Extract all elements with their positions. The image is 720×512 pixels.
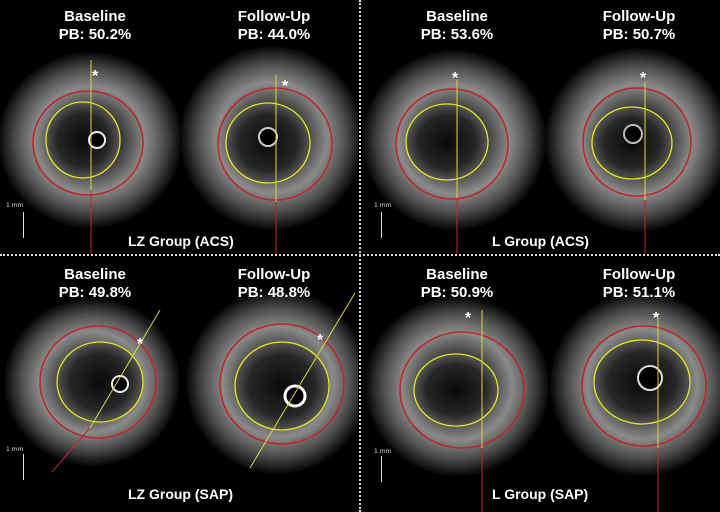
- scale-label: 1 mm: [6, 202, 24, 209]
- eem-right: [582, 87, 692, 197]
- right-pb: PB: 51.1%: [602, 284, 676, 301]
- panel-l-sap: Baseline PB: 50.9% Follow-Up PB: 51.1% *…: [362, 258, 720, 512]
- marker-left: *: [137, 336, 144, 353]
- lumen-left: [56, 341, 144, 423]
- right-pb: PB: 44.0%: [237, 26, 311, 43]
- line-left-red: [51, 427, 91, 473]
- scale-bar: [23, 212, 24, 238]
- left-pb: PB: 49.8%: [58, 284, 132, 301]
- ivus-images-l-sap: [365, 292, 720, 512]
- catheter-left: [111, 375, 129, 393]
- marker-left: *: [452, 70, 459, 87]
- ivus-images-lz-acs: [0, 46, 358, 254]
- right-title: Follow-Up: [237, 8, 311, 25]
- catheter-right: [258, 127, 278, 147]
- eem-left: [395, 88, 509, 200]
- panel-lz-sap: Baseline PB: 49.8% Follow-Up PB: 48.8% *…: [0, 258, 358, 512]
- panel-l-acs: Baseline PB: 53.6% Follow-Up PB: 50.7% *…: [362, 0, 720, 254]
- scale-label: 1 mm: [374, 448, 392, 455]
- line-right-yellow: [249, 292, 356, 469]
- ivus-images-l-acs: [362, 48, 720, 254]
- line-left-yellow: [89, 309, 161, 429]
- lumen-left: [45, 101, 121, 179]
- catheter-right: [283, 384, 307, 408]
- eem-left: [39, 325, 157, 439]
- horizontal-divider: [0, 254, 720, 256]
- lumen-left: [413, 353, 499, 427]
- marker-right: *: [640, 70, 647, 87]
- scale-bar: [381, 456, 382, 482]
- left-pb: PB: 53.6%: [420, 26, 494, 43]
- lumen-left: [405, 103, 489, 181]
- right-pb: PB: 48.8%: [237, 284, 311, 301]
- scale-bar: [381, 212, 382, 238]
- left-title: Baseline: [64, 8, 126, 25]
- marker-left: *: [465, 310, 472, 327]
- eem-right: [217, 87, 333, 201]
- left-pb: PB: 50.2%: [58, 26, 132, 43]
- catheter-left: [88, 131, 106, 149]
- marker-right: *: [282, 78, 289, 95]
- marker-left: *: [92, 68, 99, 85]
- left-title: Baseline: [426, 266, 488, 283]
- ivus-images-lz-sap: [4, 290, 358, 474]
- right-pb: PB: 50.7%: [602, 26, 676, 43]
- scale-bar: [23, 454, 24, 480]
- eem-right: [219, 323, 345, 445]
- scale-label: 1 mm: [6, 446, 24, 453]
- group-label: LZ Group (SAP): [128, 486, 233, 502]
- marker-right: *: [653, 310, 660, 327]
- catheter-right: [637, 365, 663, 391]
- panel-lz-acs: Baseline PB: 50.2% Follow-Up PB: 44.0% *…: [0, 0, 358, 254]
- lumen-right: [234, 341, 330, 431]
- eem-left: [399, 331, 525, 449]
- eem-right: [581, 325, 707, 447]
- scale-label: 1 mm: [374, 202, 392, 209]
- eem-left: [32, 90, 144, 196]
- catheter-right: [623, 124, 643, 144]
- left-title: Baseline: [64, 266, 126, 283]
- group-label: LZ Group (ACS): [128, 233, 234, 249]
- marker-right: *: [317, 332, 324, 349]
- right-title: Follow-Up: [237, 266, 311, 283]
- right-title: Follow-Up: [602, 266, 676, 283]
- left-title: Baseline: [426, 8, 488, 25]
- group-label: L Group (SAP): [492, 486, 589, 502]
- right-title: Follow-Up: [602, 8, 676, 25]
- vertical-divider: [359, 0, 361, 512]
- group-label: L Group (ACS): [492, 233, 589, 249]
- left-pb: PB: 50.9%: [420, 284, 494, 301]
